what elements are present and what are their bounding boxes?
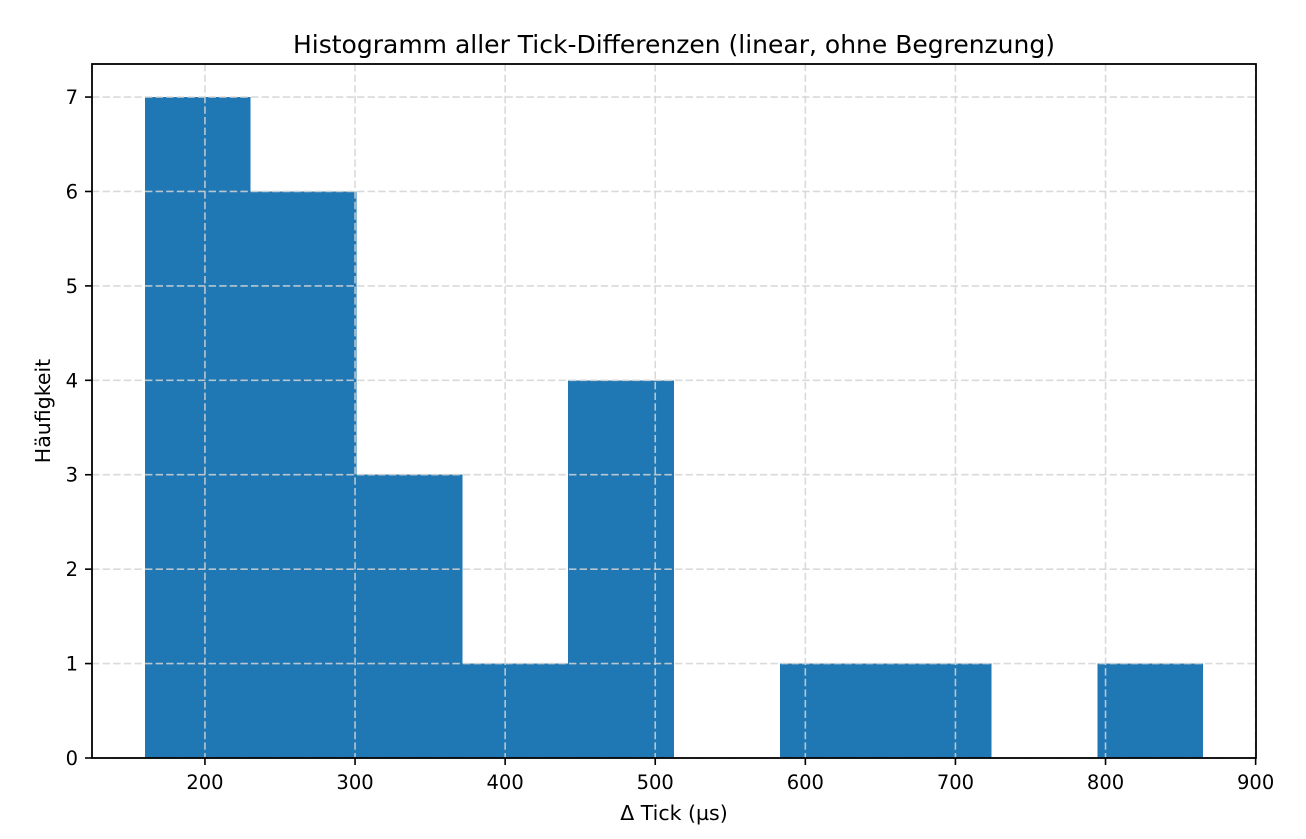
x-tick-label: 900	[1237, 771, 1274, 794]
x-tick-label: 400	[487, 771, 524, 794]
y-tick-label: 2	[66, 558, 78, 581]
x-axis-label: Δ Tick (µs)	[620, 801, 728, 825]
y-tick-label: 4	[66, 369, 78, 392]
histogram-bar	[885, 663, 992, 758]
histogram-bar	[462, 663, 569, 758]
histogram-bar	[356, 474, 463, 758]
y-tick-label: 3	[66, 464, 78, 487]
y-tick-label: 0	[66, 747, 78, 770]
x-tick-label: 200	[186, 771, 223, 794]
chart-title: Histogramm aller Tick-Differenzen (linea…	[293, 30, 1055, 59]
tick-layer: 200 300 400 500 600 700 800 900 0 1 2 3 4 5 6 7	[66, 86, 1275, 794]
x-tick-label: 800	[1087, 771, 1124, 794]
histogram-bar	[1097, 663, 1204, 758]
histogram-bar	[144, 97, 251, 759]
plot-border	[91, 63, 1257, 759]
x-tick-label: 700	[937, 771, 974, 794]
y-tick-label: 5	[66, 275, 78, 298]
y-axis-label: Häufigkeit	[31, 359, 55, 463]
y-tick-label: 6	[66, 180, 78, 203]
y-tick-label: 7	[66, 86, 78, 109]
histogram-bar	[779, 663, 886, 758]
axes-layer	[91, 63, 1257, 759]
x-tick-label: 600	[787, 771, 824, 794]
x-tick-label: 300	[336, 771, 373, 794]
x-tick-label: 500	[637, 771, 674, 794]
y-tick-label: 1	[66, 653, 78, 676]
bars-layer	[144, 97, 1204, 759]
